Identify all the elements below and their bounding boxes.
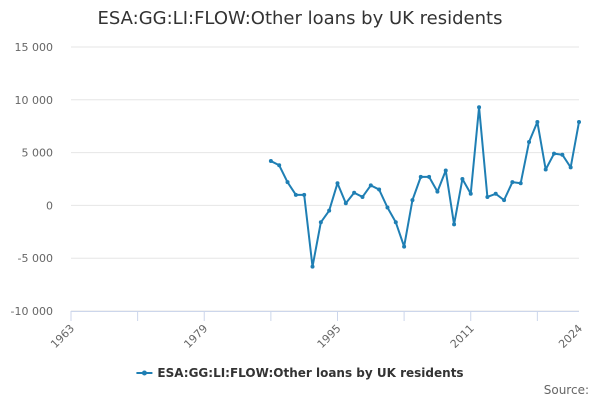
- data-point[interactable]: [377, 187, 382, 192]
- data-point[interactable]: [510, 180, 515, 185]
- data-point[interactable]: [527, 140, 532, 145]
- data-point[interactable]: [552, 151, 557, 156]
- x-tick-label: 2024: [556, 322, 585, 351]
- x-tick-label: 1995: [315, 322, 344, 351]
- data-point[interactable]: [393, 220, 398, 225]
- y-tick-label: -10 000: [11, 305, 53, 318]
- data-point[interactable]: [468, 191, 473, 196]
- data-point[interactable]: [360, 194, 365, 199]
- data-point[interactable]: [352, 190, 357, 195]
- data-point[interactable]: [343, 201, 348, 206]
- data-point[interactable]: [443, 168, 448, 173]
- data-point[interactable]: [493, 191, 498, 196]
- x-tick-label: 1979: [181, 322, 210, 351]
- data-point[interactable]: [577, 119, 581, 124]
- y-tick-label: 10 000: [15, 94, 54, 107]
- data-point[interactable]: [477, 105, 482, 110]
- data-point[interactable]: [318, 220, 323, 225]
- data-point[interactable]: [285, 180, 290, 185]
- chart-title: ESA:GG:LI:FLOW:Other loans by UK residen…: [98, 8, 503, 29]
- legend-label: ESA:GG:LI:FLOW:Other loans by UK residen…: [157, 366, 463, 380]
- y-tick-label: 0: [46, 199, 53, 212]
- data-point[interactable]: [402, 244, 407, 249]
- data-point[interactable]: [302, 192, 307, 197]
- data-point[interactable]: [277, 163, 282, 168]
- data-point[interactable]: [435, 189, 440, 194]
- data-point[interactable]: [460, 177, 465, 181]
- y-axis-labels: -10 000 -5 000 0 5 000 10 000 15 000: [11, 41, 53, 318]
- data-point[interactable]: [535, 119, 540, 124]
- x-axis: 1963 1979 1995 2011 2024: [48, 311, 585, 351]
- data-point[interactable]: [335, 181, 340, 186]
- data-point[interactable]: [268, 159, 273, 164]
- y-tick-label: 5 000: [22, 147, 54, 160]
- x-tick-label: 2011: [448, 322, 477, 351]
- data-point[interactable]: [327, 208, 332, 213]
- series-line-0: [269, 106, 580, 268]
- data-point[interactable]: [568, 165, 573, 170]
- data-point[interactable]: [410, 198, 415, 203]
- data-point[interactable]: [310, 264, 315, 269]
- data-point[interactable]: [543, 167, 548, 172]
- legend-marker-icon: [141, 370, 147, 376]
- data-point[interactable]: [560, 152, 565, 157]
- data-point[interactable]: [368, 183, 373, 188]
- data-point[interactable]: [293, 192, 298, 197]
- y-tick-label: -5 000: [18, 252, 53, 265]
- data-point[interactable]: [385, 205, 390, 210]
- data-point[interactable]: [427, 174, 432, 179]
- series-layer: [268, 105, 581, 269]
- grid-lines: [71, 46, 579, 312]
- x-tick-label: 1963: [48, 322, 77, 351]
- y-tick-label: 15 000: [15, 41, 54, 54]
- data-point[interactable]: [485, 194, 490, 199]
- legend[interactable]: ESA:GG:LI:FLOW:Other loans by UK residen…: [136, 366, 464, 380]
- data-point[interactable]: [418, 174, 423, 179]
- data-point[interactable]: [452, 222, 457, 227]
- source-label: Source:: [544, 383, 589, 397]
- data-point[interactable]: [502, 198, 507, 203]
- data-point[interactable]: [518, 181, 523, 186]
